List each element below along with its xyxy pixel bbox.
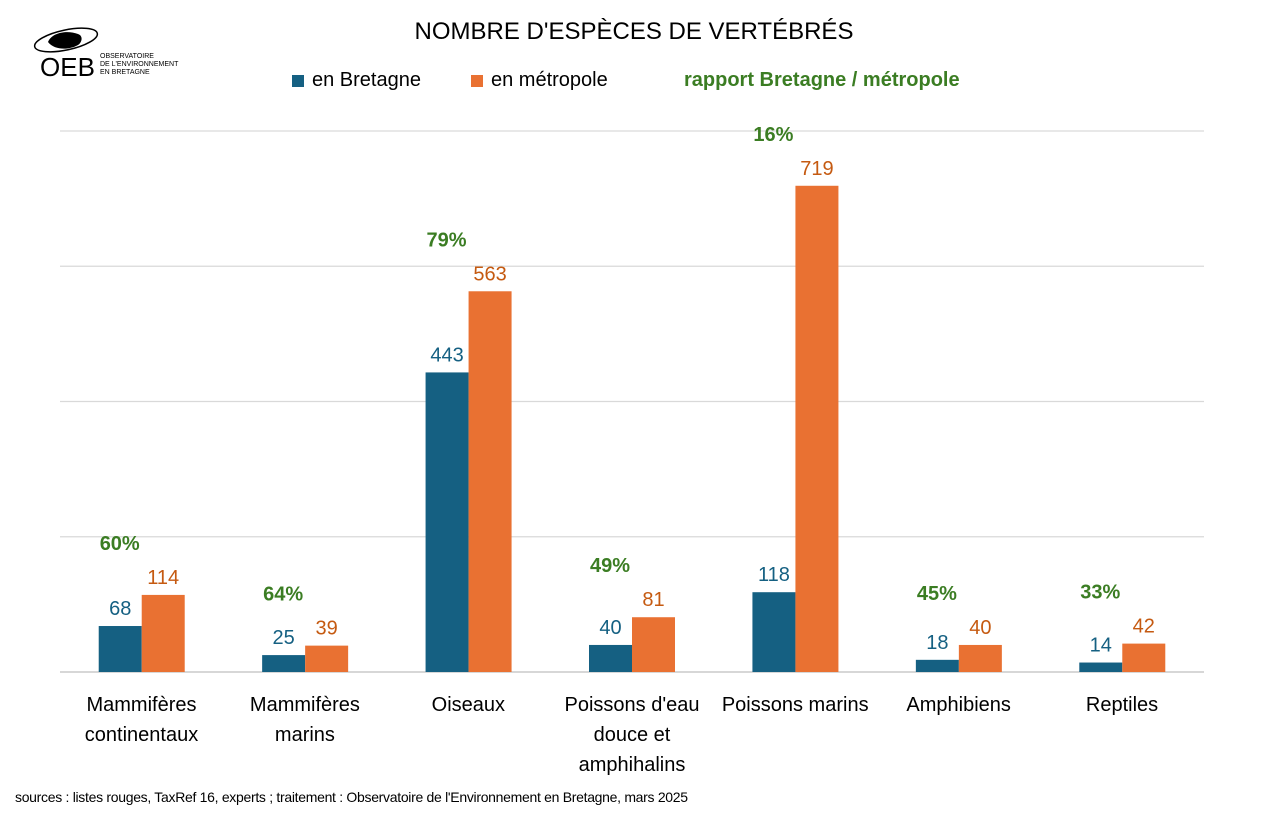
category-label: Amphibiens — [906, 694, 1011, 716]
data-label: 68 — [109, 598, 131, 620]
ratio-label: 79% — [427, 229, 467, 251]
bar-bretagne — [425, 372, 469, 672]
bar-metropole — [958, 644, 1002, 672]
oeb-logo: OEB OBSERVATOIRE DE L'ENVIRONNEMENT EN B… — [32, 24, 182, 80]
ratio-label: 33% — [1080, 582, 1120, 604]
svg-text:OEB: OEB — [40, 52, 95, 80]
data-label: 114 — [147, 567, 179, 589]
category-label: Reptiles — [1085, 694, 1159, 716]
data-label: 81 — [642, 589, 664, 611]
legend-label: en métropole — [491, 69, 608, 91]
bar-bretagne — [752, 592, 796, 672]
legend-label: en Bretagne — [312, 69, 421, 91]
bar-metropole — [468, 291, 512, 672]
data-label: 40 — [969, 617, 991, 639]
category-label: Mammifères marins — [249, 694, 360, 746]
bar-metropole — [1122, 643, 1166, 672]
data-label: 25 — [273, 627, 295, 649]
category-label: Poissons marins — [721, 694, 869, 716]
bar-bretagne — [589, 644, 632, 672]
bar-metropole — [632, 617, 675, 672]
svg-text:DE L'ENVIRONNEMENT: DE L'ENVIRONNEMENT — [100, 61, 179, 68]
legend-swatch — [471, 74, 483, 87]
legend-swatch — [292, 74, 304, 87]
source-note: sources : listes rouges, TaxRef 16, expe… — [15, 789, 688, 805]
data-label: 719 — [800, 158, 833, 180]
data-label: 18 — [926, 632, 948, 654]
data-label: 14 — [1090, 635, 1112, 657]
bar-bretagne — [262, 655, 306, 672]
data-label: 563 — [473, 263, 506, 285]
chart-title: NOMBRE D'ESPÈCES DE VERTÉBRÉS — [414, 18, 854, 45]
svg-text:OBSERVATOIRE: OBSERVATOIRE — [100, 53, 154, 60]
bar-metropole — [305, 645, 349, 672]
ratio-label: 45% — [917, 583, 957, 605]
svg-text:EN BRETAGNE: EN BRETAGNE — [100, 69, 150, 76]
category-label: Oiseaux — [431, 694, 506, 716]
ratio-label: 64% — [263, 584, 303, 606]
ratio-label: 16% — [753, 124, 793, 146]
bar-bretagne — [98, 626, 142, 672]
legend-item-metropole: en métropole — [471, 69, 608, 92]
data-label: 40 — [599, 617, 621, 639]
data-label: 42 — [1133, 616, 1155, 638]
legend-item-bretagne: en Bretagne — [292, 69, 421, 92]
bar-metropole — [141, 594, 185, 672]
data-label: 39 — [316, 618, 338, 640]
category-label: Mammifères continentaux — [84, 694, 199, 746]
legend-ratio: rapport Bretagne / métropole — [684, 69, 960, 91]
bar-bretagne — [1079, 662, 1123, 672]
data-label: 118 — [758, 564, 790, 586]
category-label: Poissons d'eau douce et amphihalins — [564, 694, 700, 776]
ratio-label: 49% — [590, 555, 630, 577]
data-label: 443 — [430, 344, 463, 366]
ratio-label: 60% — [100, 533, 140, 555]
bar-metropole — [795, 185, 839, 672]
bar-bretagne — [915, 659, 959, 672]
